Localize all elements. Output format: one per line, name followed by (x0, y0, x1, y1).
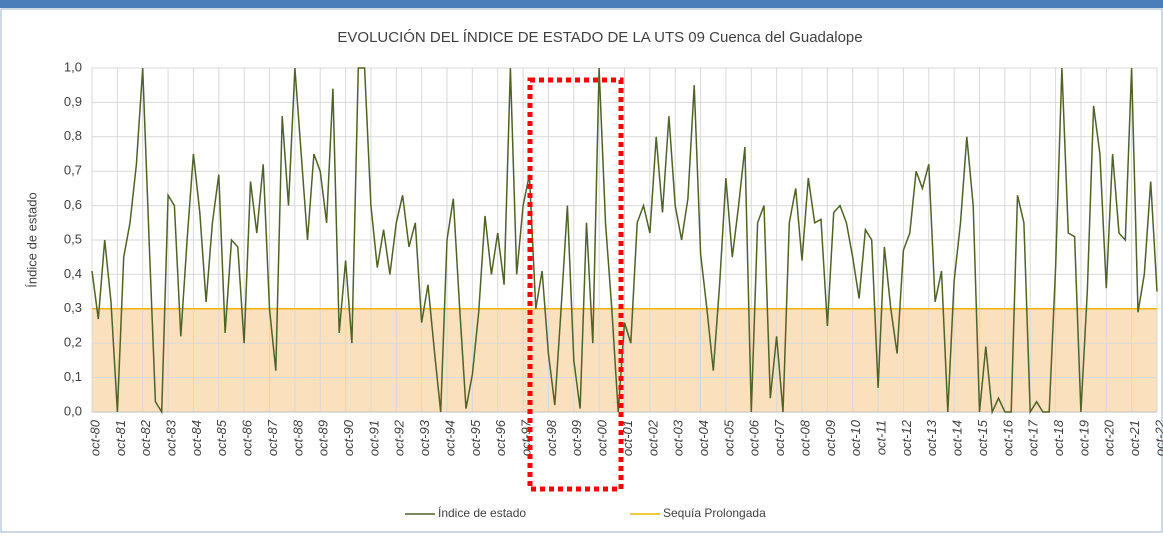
x-tick-label: oct-90 (341, 419, 356, 456)
y-tick-label: 0,8 (64, 128, 82, 143)
x-tick-label: oct-12 (899, 419, 914, 456)
x-tick-label: oct-10 (848, 419, 863, 456)
x-tick-label: oct-94 (442, 420, 457, 456)
y-tick-label: 0,4 (64, 266, 82, 281)
x-tick-label: oct-01 (620, 420, 635, 456)
x-tick-label: oct-11 (874, 420, 889, 455)
x-tick-label: oct-13 (924, 419, 939, 456)
legend-label: Sequía Prolongada (663, 506, 766, 520)
x-tick-label: oct-06 (747, 419, 762, 456)
x-tick-label: oct-99 (569, 420, 584, 456)
x-tick-label: oct-20 (1102, 419, 1117, 456)
x-tick-label: oct-92 (392, 419, 407, 456)
x-tick-label: oct-96 (493, 419, 508, 456)
x-tick-label: oct-93 (417, 419, 432, 456)
x-tick-label: oct-09 (823, 420, 838, 456)
x-tick-label: oct-81 (113, 420, 128, 456)
x-tick-label: oct-82 (138, 419, 153, 456)
x-tick-label: oct-04 (696, 420, 711, 456)
y-tick-label: 0,5 (64, 231, 82, 246)
x-tick-label: oct-98 (544, 419, 559, 456)
y-axis-label: Índice de estado (24, 192, 39, 287)
y-tick-label: 0,3 (64, 300, 82, 315)
y-tick-label: 0,6 (64, 197, 82, 212)
x-tick-label: oct-00 (595, 419, 610, 456)
window-bar (0, 0, 1163, 8)
frame (0, 8, 1163, 533)
x-tick-label: oct-17 (1026, 419, 1041, 456)
y-tick-label: 0,2 (64, 335, 82, 350)
chart-title: EVOLUCIÓN DEL ÍNDICE DE ESTADO DE LA UTS… (337, 29, 862, 46)
x-tick-label: oct-95 (468, 419, 483, 456)
x-tick-label: oct-80 (87, 419, 102, 456)
highlight-box (527, 77, 624, 492)
y-tick-label: 0,9 (64, 94, 82, 109)
x-tick-label: oct-22 (1152, 419, 1163, 456)
x-tick-label: oct-07 (772, 419, 787, 456)
x-tick-label: oct-86 (240, 419, 255, 456)
x-tick-label: oct-19 (1076, 420, 1091, 456)
x-tick-label: oct-89 (316, 420, 331, 456)
x-tick-label: oct-14 (950, 420, 965, 456)
y-tick-label: 1,0 (64, 59, 82, 74)
x-tick-label: oct-21 (1127, 420, 1142, 456)
x-tick-label: oct-87 (265, 419, 280, 456)
x-tick-label: oct-15 (975, 419, 990, 456)
legend-label: Índice de estado (438, 505, 526, 520)
y-tick-label: 0,7 (64, 163, 82, 178)
y-tick-label: 0,1 (64, 369, 82, 384)
x-tick-label: oct-03 (671, 419, 686, 456)
x-tick-label: oct-18 (1051, 419, 1066, 456)
x-tick-label: oct-05 (721, 419, 736, 456)
x-tick-label: oct-16 (1000, 419, 1015, 456)
y-tick-label: 0,0 (64, 403, 82, 418)
x-tick-label: oct-83 (164, 419, 179, 456)
series-line (91, 67, 1158, 415)
x-tick-label: oct-02 (645, 419, 660, 456)
x-tick-label: oct-91 (366, 420, 381, 456)
x-tick-label: oct-88 (290, 419, 305, 456)
x-tick-label: oct-85 (214, 419, 229, 456)
x-tick-label: oct-08 (797, 419, 812, 456)
x-tick-label: oct-84 (189, 420, 204, 456)
